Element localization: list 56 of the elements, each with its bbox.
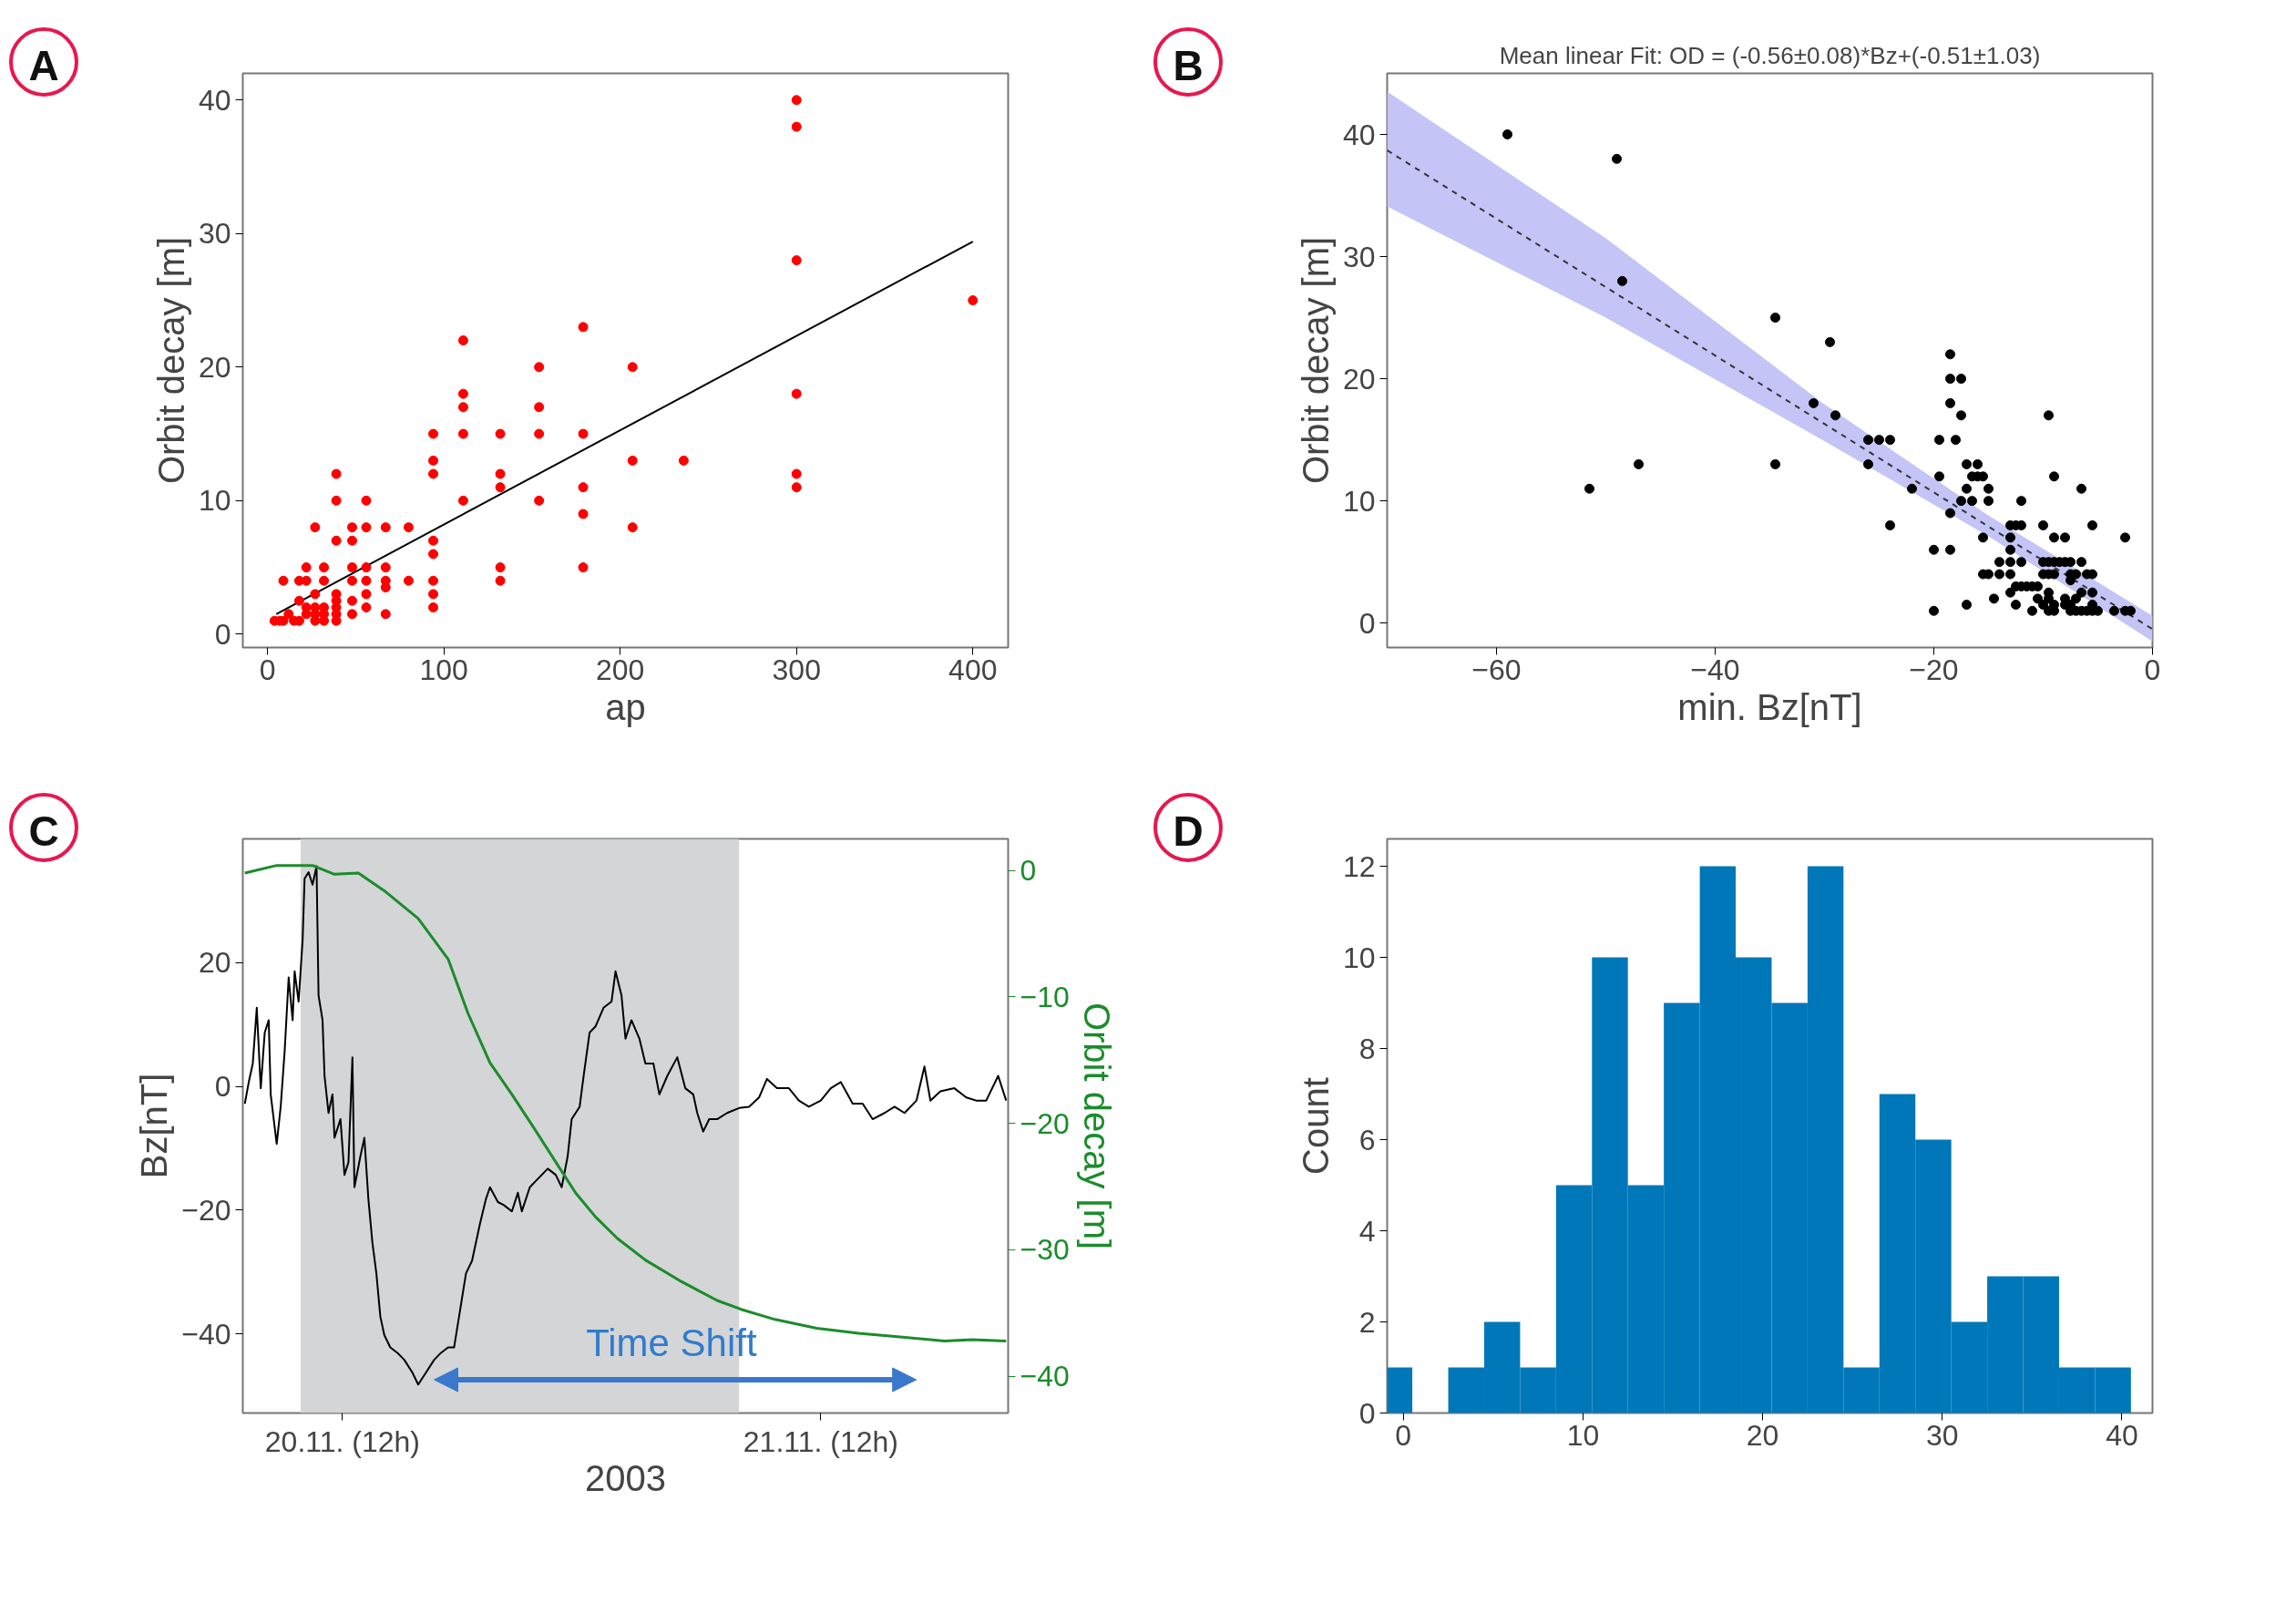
y-tick-label: 8 xyxy=(1358,1032,1376,1065)
x-axis-title: ap xyxy=(605,686,646,727)
x-tick-label: 10 xyxy=(1566,1418,1600,1452)
chart-title: Mean linear Fit: OD = (-0.56±0.08)*Bz+(-0.51±1.03) xyxy=(1499,41,2041,69)
x-tick-label: 20 xyxy=(1746,1418,1779,1452)
y-tick-label: 40 xyxy=(1342,118,1376,151)
y-tick-label: 20 xyxy=(198,350,231,384)
x-tick-label: 20.11. (12h) xyxy=(264,1424,420,1458)
x-tick-label: 0 xyxy=(2144,653,2161,686)
y2-tick-label: 0 xyxy=(1020,854,1037,888)
text: B xyxy=(1173,41,1204,91)
x-tick-label: 0 xyxy=(1395,1418,1412,1452)
y-axis-title: Orbit decay [m] xyxy=(1295,236,1336,485)
y-tick-label: 2 xyxy=(1358,1305,1376,1339)
y-tick-label: −40 xyxy=(181,1317,231,1351)
y-tick-label: 30 xyxy=(1342,240,1376,273)
y-tick-label: 6 xyxy=(1358,1123,1376,1156)
y2-tick-label: −10 xyxy=(1020,980,1070,1013)
y2-tick-label: −30 xyxy=(1020,1233,1070,1267)
y-tick-label: 0 xyxy=(214,617,231,651)
x-tick-label: 400 xyxy=(948,653,998,686)
y-tick-label: 20 xyxy=(1342,362,1376,396)
x-tick-label: 300 xyxy=(772,653,821,686)
y2-axis-title: Orbit decay [m] xyxy=(1076,1002,1117,1250)
y-axis-title: Count xyxy=(1295,1077,1336,1175)
text: C xyxy=(28,807,59,857)
text: D xyxy=(1173,807,1204,857)
text: A xyxy=(28,41,59,91)
x-axis-title: 2003 xyxy=(585,1457,666,1498)
x-tick-label: 40 xyxy=(2106,1418,2138,1452)
annotation: Time Shift xyxy=(586,1321,757,1364)
y-axis-title: Orbit decay [m] xyxy=(150,236,191,485)
y-tick-label: 0 xyxy=(1358,1396,1376,1430)
y-tick-label: 4 xyxy=(1358,1214,1376,1248)
x-tick-label: 21.11. (12h) xyxy=(743,1424,898,1458)
y-tick-label: 0 xyxy=(1358,606,1376,640)
y2-tick-label: −20 xyxy=(1020,1106,1070,1140)
y-tick-label: 40 xyxy=(198,83,231,117)
x-tick-label: 100 xyxy=(419,653,468,686)
y-tick-label: 12 xyxy=(1342,849,1376,883)
y-tick-label: 0 xyxy=(214,1070,231,1104)
y-tick-label: 10 xyxy=(1342,940,1376,974)
y-tick-label: −20 xyxy=(181,1193,231,1227)
x-tick-label: −60 xyxy=(1471,653,1522,686)
y-tick-label: 10 xyxy=(1342,484,1376,518)
y-tick-label: 20 xyxy=(198,946,231,980)
x-axis-title: min. Bz[nT] xyxy=(1677,686,1862,727)
y-tick-label: 10 xyxy=(198,484,231,518)
x-tick-label: −20 xyxy=(1909,653,1959,686)
y2-tick-label: −40 xyxy=(1020,1360,1070,1393)
y-tick-label: 30 xyxy=(198,217,231,251)
x-tick-label: 30 xyxy=(1926,1418,1959,1452)
x-tick-label: 0 xyxy=(259,653,276,686)
x-tick-label: −40 xyxy=(1690,653,1740,686)
y-axis-title: Bz[nT] xyxy=(134,1073,175,1179)
x-tick-label: 200 xyxy=(596,653,645,686)
